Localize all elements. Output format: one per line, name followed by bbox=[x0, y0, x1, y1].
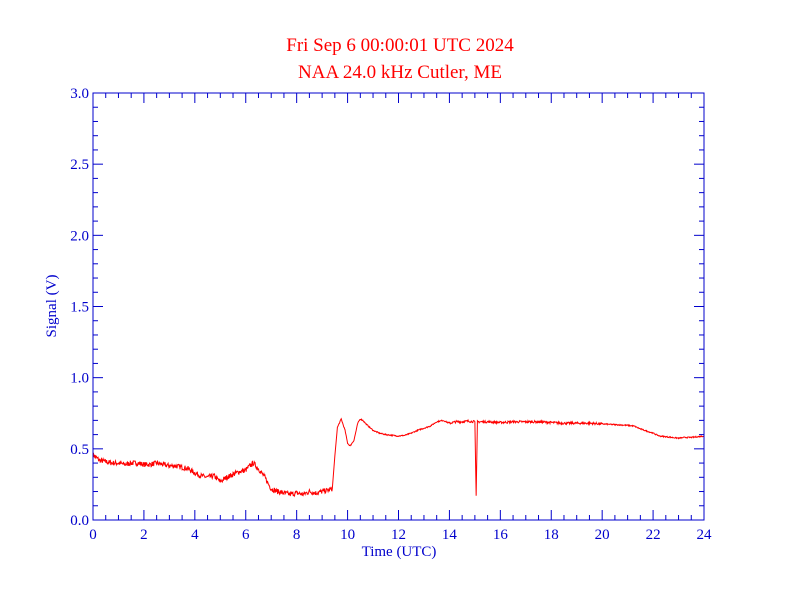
y-tick-labels: 0.0 0.5 1.0 1.5 2.0 2.5 3.0 bbox=[70, 86, 89, 529]
x-tick-label: 6 bbox=[242, 527, 250, 543]
y-tick-label: 3.0 bbox=[70, 86, 89, 102]
x-tick-labels: 0 2 4 6 8 10 12 14 16 18 20 22 24 bbox=[89, 527, 712, 543]
y-axis-label: Signal (V) bbox=[44, 275, 60, 338]
x-tick-label: 4 bbox=[191, 527, 199, 543]
x-tick-label: 8 bbox=[293, 527, 301, 543]
signal-series-line bbox=[92, 417, 705, 498]
x-tick-label: 14 bbox=[442, 527, 458, 543]
axis-ticks bbox=[92, 92, 705, 521]
x-tick-label: 10 bbox=[340, 527, 355, 543]
y-tick-label: 1.5 bbox=[70, 300, 89, 316]
x-tick-label: 22 bbox=[646, 527, 661, 543]
plot-frame bbox=[92, 92, 705, 521]
chart-subtitle: NAA 24.0 kHz Cutler, ME bbox=[298, 62, 502, 83]
y-tick-label: 0.0 bbox=[70, 513, 89, 529]
x-axis-label: Time (UTC) bbox=[362, 544, 437, 560]
y-tick-label: 2.0 bbox=[70, 228, 89, 244]
y-tick-label: 1.0 bbox=[70, 371, 89, 387]
x-tick-label: 16 bbox=[493, 527, 509, 543]
y-tick-label: 0.5 bbox=[70, 442, 89, 458]
chart-title: Fri Sep 6 00:00:01 UTC 2024 bbox=[286, 35, 514, 56]
x-tick-label: 18 bbox=[544, 527, 559, 543]
x-tick-label: 0 bbox=[89, 527, 97, 543]
x-tick-label: 20 bbox=[595, 527, 610, 543]
x-tick-label: 12 bbox=[391, 527, 406, 543]
x-tick-label: 2 bbox=[140, 527, 148, 543]
y-tick-label: 2.5 bbox=[70, 157, 89, 173]
x-tick-label: 24 bbox=[697, 527, 713, 543]
